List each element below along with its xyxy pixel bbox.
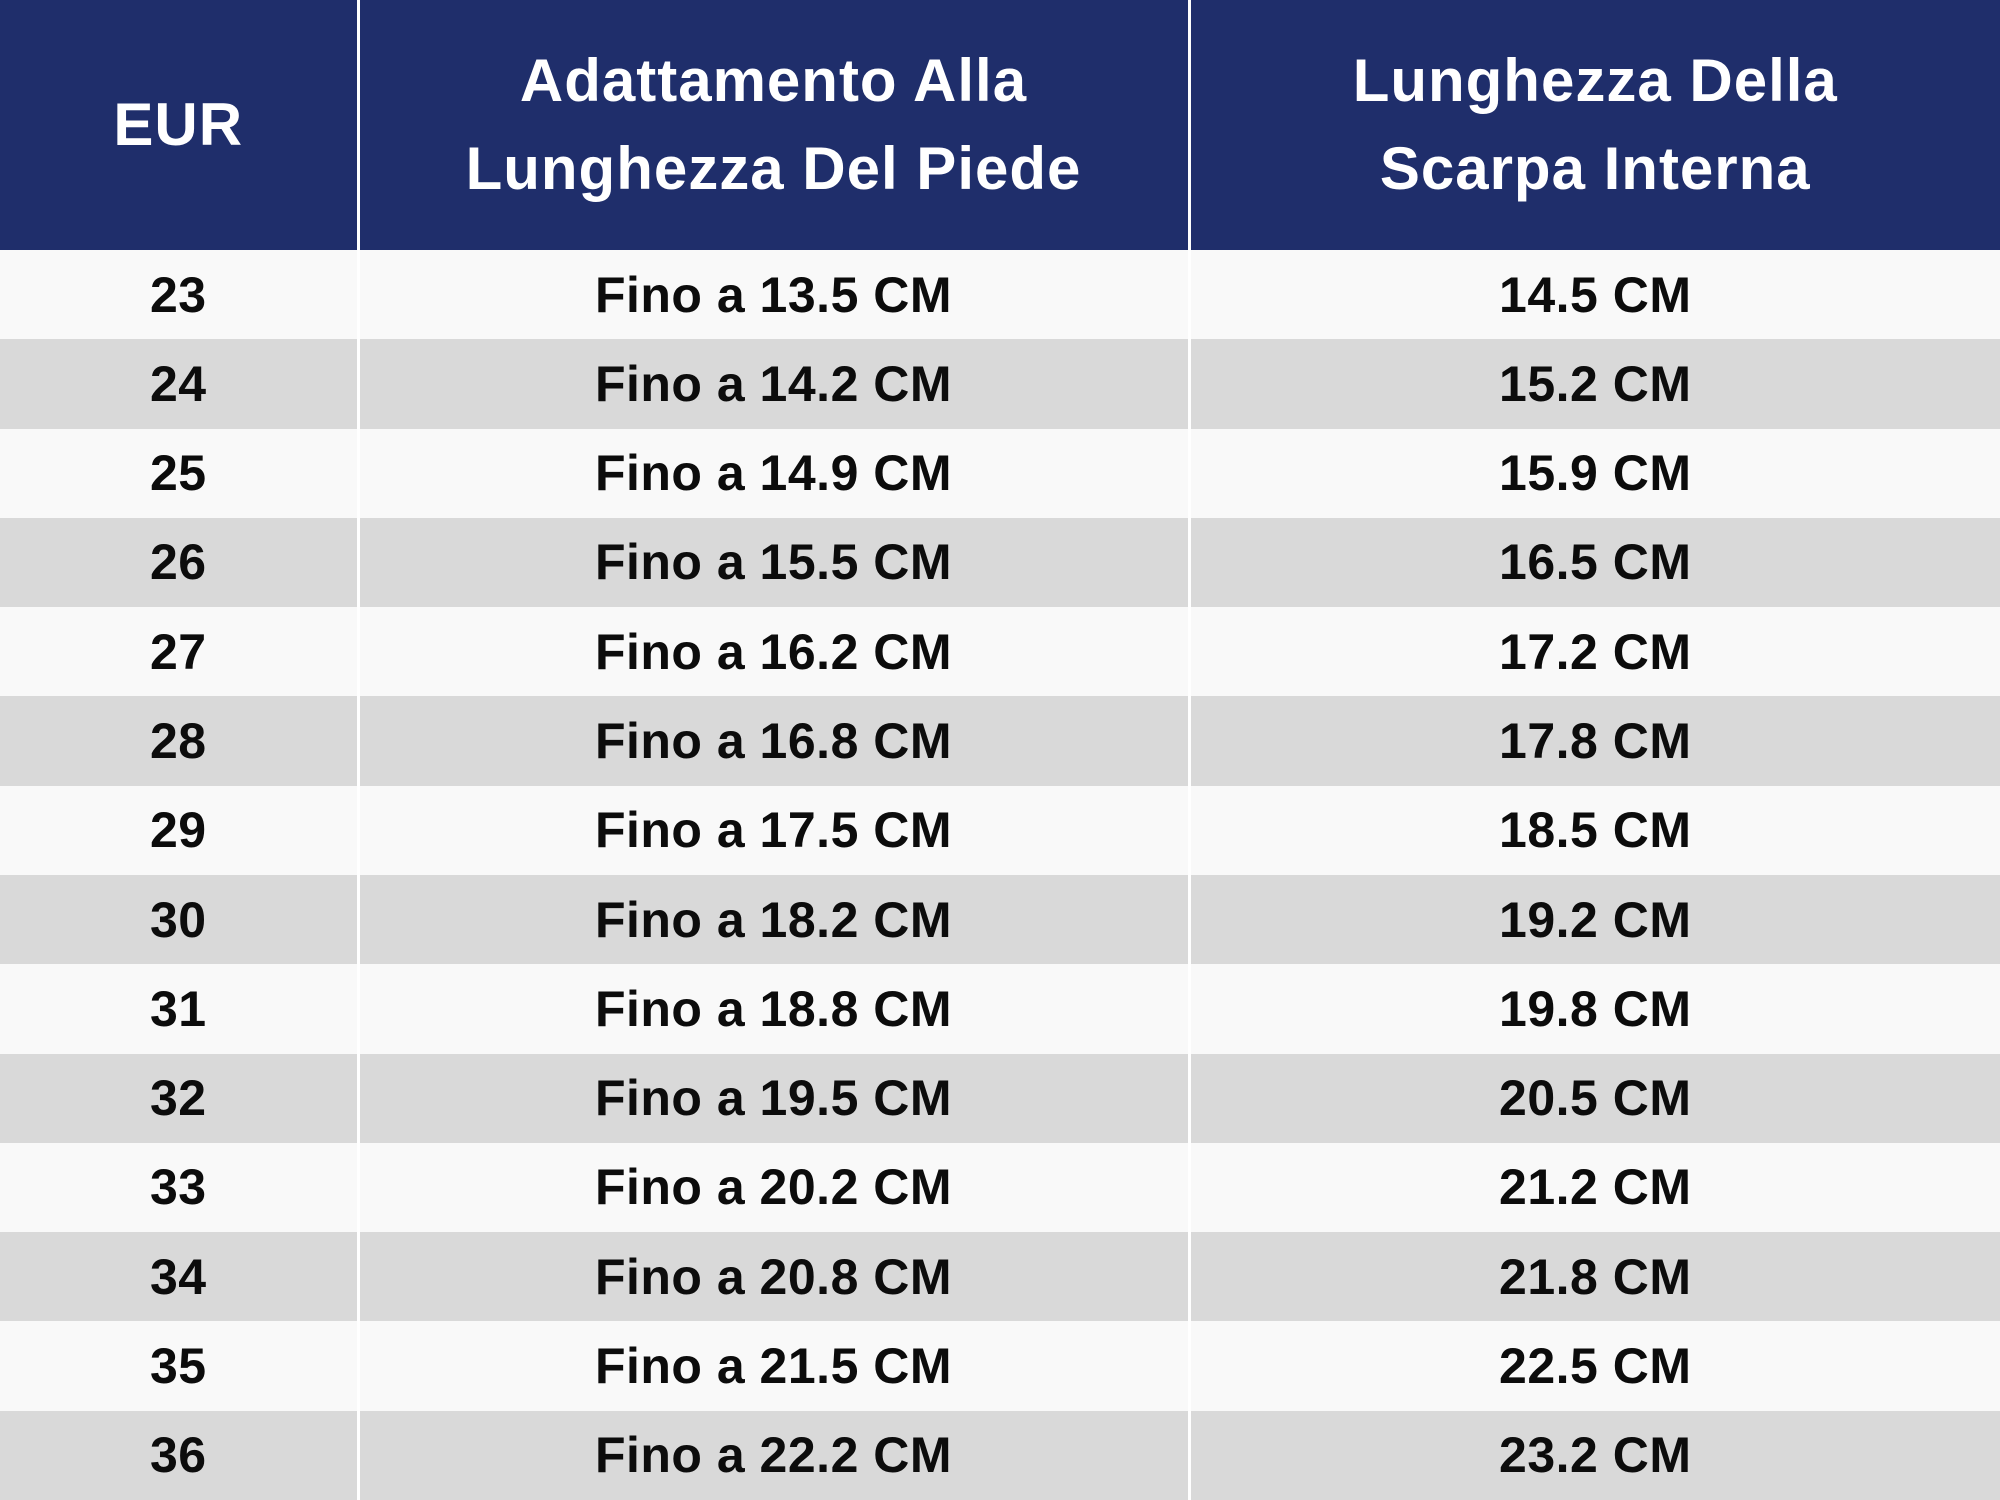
foot-length-cell: Fino a 14.9 CM	[358, 428, 1191, 518]
inner-shoe-length-cell: 19.2 CM	[1499, 891, 1692, 948]
foot-length-cell: Fino a 18.2 CM	[358, 874, 1191, 965]
table-row: 24 Fino a 14.2 CM 15.2 CM	[0, 339, 2000, 429]
inner-shoe-length-cell: 18.5 CM	[1499, 802, 1692, 859]
inner-shoe-length-cell: 15.9 CM	[1499, 445, 1692, 502]
table-row: 34 Fino a 20.8 CM 21.8 CM	[0, 1232, 2000, 1322]
table-row: 29 Fino a 17.5 CM 18.5 CM	[0, 785, 2000, 875]
eur-size-cell: 36	[0, 1410, 360, 1500]
header-foot-length-line1: Adattamento Alla	[519, 47, 1028, 114]
table-row: 36 Fino a 22.2 CM 23.2 CM	[0, 1410, 2000, 1500]
eur-size-cell: 31	[0, 964, 360, 1054]
table-row: 33 Fino a 20.2 CM 21.2 CM	[0, 1142, 2000, 1233]
inner-shoe-length-cell: 17.2 CM	[1499, 623, 1692, 680]
header-cell-eur: EUR	[0, 0, 360, 250]
table-row: 26 Fino a 15.5 CM 16.5 CM	[0, 517, 2000, 608]
header-inner-length-line2: Scarpa Interna	[1379, 135, 1811, 202]
eur-size-cell: 29	[0, 785, 360, 875]
eur-size-cell: 23	[0, 250, 360, 340]
foot-length-cell: Fino a 20.2 CM	[358, 1142, 1191, 1233]
foot-length-cell: Fino a 16.2 CM	[358, 607, 1191, 697]
foot-length-cell: Fino a 21.5 CM	[358, 1321, 1191, 1411]
eur-size-cell: 35	[0, 1321, 360, 1411]
header-row: EUR Adattamento Alla Lunghezza Del Piede…	[0, 0, 2000, 250]
foot-length-cell: Fino a 16.8 CM	[358, 696, 1191, 786]
inner-shoe-length-cell: 21.8 CM	[1499, 1248, 1692, 1305]
table-row: 30 Fino a 18.2 CM 19.2 CM	[0, 874, 2000, 965]
table-header: EUR Adattamento Alla Lunghezza Del Piede…	[0, 0, 2000, 250]
header-eur-label: EUR	[113, 91, 244, 158]
eur-size-cell: 27	[0, 607, 360, 697]
foot-length-cell: Fino a 15.5 CM	[358, 517, 1191, 608]
inner-shoe-length-cell: 14.5 CM	[1499, 266, 1692, 323]
eur-size-cell: 25	[0, 428, 360, 518]
foot-length-cell: Fino a 20.8 CM	[358, 1232, 1191, 1322]
eur-size-cell: 34	[0, 1232, 360, 1322]
eur-size-cell: 33	[0, 1142, 360, 1233]
table-row: 28 Fino a 16.8 CM 17.8 CM	[0, 696, 2000, 786]
table-row: 23 Fino a 13.5 CM 14.5 CM	[0, 250, 2000, 340]
eur-size-cell: 26	[0, 517, 360, 608]
eur-size-cell: 30	[0, 874, 360, 965]
table-row: 32 Fino a 19.5 CM 20.5 CM	[0, 1053, 2000, 1143]
inner-shoe-length-cell: 19.8 CM	[1499, 980, 1692, 1037]
inner-shoe-length-cell: 16.5 CM	[1499, 534, 1692, 591]
inner-shoe-length-cell: 23.2 CM	[1499, 1427, 1692, 1484]
header-foot-length-line2: Lunghezza Del Piede	[465, 135, 1082, 202]
foot-length-cell: Fino a 19.5 CM	[358, 1053, 1191, 1143]
inner-shoe-length-cell: 21.2 CM	[1499, 1159, 1692, 1216]
table-row: 35 Fino a 21.5 CM 22.5 CM	[0, 1321, 2000, 1411]
header-cell-foot-length: Adattamento Alla Lunghezza Del Piede	[358, 0, 1191, 250]
eur-size-cell: 28	[0, 696, 360, 786]
foot-length-cell: Fino a 18.8 CM	[358, 964, 1191, 1054]
inner-shoe-length-cell: 22.5 CM	[1499, 1338, 1692, 1395]
inner-shoe-length-cell: 15.2 CM	[1499, 355, 1692, 412]
eur-size-cell: 32	[0, 1053, 360, 1143]
table-row: 25 Fino a 14.9 CM 15.9 CM	[0, 428, 2000, 518]
foot-length-cell: Fino a 13.5 CM	[358, 250, 1191, 340]
foot-length-cell: Fino a 14.2 CM	[358, 339, 1191, 429]
table-row: 31 Fino a 18.8 CM 19.8 CM	[0, 964, 2000, 1054]
eur-size-cell: 24	[0, 339, 360, 429]
foot-length-cell: Fino a 22.2 CM	[358, 1410, 1191, 1500]
table-body: 23 Fino a 13.5 CM 14.5 CM 24 Fino a 14.2 CM 1…	[0, 250, 2000, 1500]
table-row: 27 Fino a 16.2 CM 17.2 CM	[0, 607, 2000, 697]
header-cell-inner-length: Lunghezza Della Scarpa Interna	[1189, 0, 2000, 250]
header-inner-length-line1: Lunghezza Della	[1352, 47, 1838, 114]
foot-length-cell: Fino a 17.5 CM	[358, 785, 1191, 875]
inner-shoe-length-cell: 20.5 CM	[1499, 1070, 1692, 1127]
inner-shoe-length-cell: 17.8 CM	[1499, 713, 1692, 770]
